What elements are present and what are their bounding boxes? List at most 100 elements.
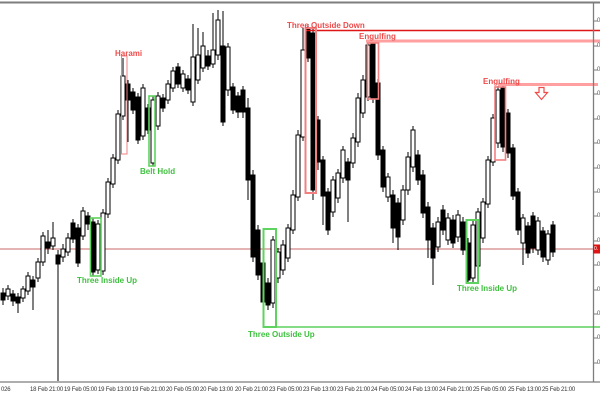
candle-body [440,209,446,231]
candle-body [470,224,476,279]
x-axis-label: 24 Feb 13:00 [405,387,438,393]
candle-body [345,161,351,181]
candle-body [165,83,171,101]
candle-body [40,235,46,263]
candle-body [420,174,426,214]
candle-body [300,49,306,138]
candle-body [385,176,391,198]
sell-arrow-icon[interactable] [534,86,549,101]
pattern-label[interactable]: Engulfing [359,32,396,41]
candle-body [405,156,411,191]
candle-body [235,95,241,113]
candle-body [515,191,521,231]
pattern-label[interactable]: Three Inside Up [457,284,518,293]
pattern-label[interactable]: Three Outside Up [248,330,315,339]
y-axis-label: 0. [597,262,600,268]
pattern-box[interactable] [148,95,156,167]
candle-body [220,45,226,123]
pattern-box[interactable] [262,228,277,328]
candle-body [435,221,441,248]
pattern-box[interactable] [465,219,479,284]
candle-body [355,97,361,143]
y-axis-label: 0. [597,213,600,219]
x-axis-label: 24 Feb 05:00 [371,387,404,393]
candle-body [360,79,366,114]
candle-body [290,194,296,231]
y-axis-label: 0. [597,91,600,97]
y-axis-label: 0. [597,311,600,317]
candle-body [480,201,486,239]
candle-body [430,227,436,259]
candle-body [135,96,141,141]
candle-body [525,225,531,254]
candle-body [335,172,341,199]
candle-body [245,107,251,181]
candle-body [130,91,136,111]
candle-body [50,237,56,247]
pattern-box[interactable] [494,86,507,161]
candle-body [380,149,386,188]
y-axis-label: 0. [597,116,600,122]
candle-body [285,227,291,259]
candle-body [265,282,271,306]
candle-body [180,73,186,89]
pattern-label[interactable]: Three Inside Up [77,276,138,285]
candle-body [115,113,121,161]
candle-body [185,78,191,91]
candle-body [225,46,231,91]
pattern-label[interactable]: Three Outside Down [287,21,365,30]
candle-body [535,220,541,251]
candle-body [485,159,491,205]
y-axis-label: 0. [597,140,600,146]
candle-body [410,129,416,168]
y-axis-label: 0. [597,165,600,171]
candle-body [45,241,51,249]
x-axis-label: 18 Feb 21:00 [30,387,63,393]
candle-body [5,288,11,297]
candle-body [125,83,131,101]
candle-body [310,32,316,191]
candle-body [390,194,396,229]
pattern-box[interactable] [121,55,128,155]
candle-body [25,275,31,292]
pattern-label[interactable]: Belt Hold [140,167,176,176]
pattern-label[interactable]: Harami [115,49,143,58]
x-axis-label: 23 Feb 21:00 [337,387,370,393]
candle-body [190,56,196,103]
candle-body [280,244,286,271]
candle-body [15,296,21,304]
candle-body [495,89,501,144]
candle-body [510,147,516,197]
pattern-box[interactable] [304,27,317,194]
x-axis-label: 20 Feb 21:00 [235,387,268,393]
candle-body [270,239,276,304]
pattern-label[interactable]: Engulfing [483,77,520,86]
candle-body [520,217,526,244]
pattern-box[interactable] [366,42,380,100]
x-axis-label: 19 Feb 21:00 [132,387,165,393]
candle-body [85,215,91,225]
candle-body [215,19,221,56]
candle-body [200,45,206,69]
candle-body [325,191,331,231]
price-marker[interactable] [593,244,600,254]
x-axis-label: 25 Feb 05:00 [473,387,506,393]
candle-body [70,222,76,240]
candle-body [460,221,466,251]
candle-body [450,219,456,244]
candle-body [35,261,41,279]
candle-body [255,229,261,276]
candle-body [395,202,401,238]
candle-body [425,206,431,241]
y-axis-label: 0. [597,189,600,195]
x-axis-label: 20 Feb 05:00 [166,387,199,393]
x-axis-label: 23 Feb 05:00 [269,387,302,393]
pattern-box[interactable] [89,217,102,277]
candle-body [55,254,61,265]
candle-body [545,233,551,261]
candle-body [155,95,161,127]
candle-body [80,210,86,237]
x-axis-label: 25 Feb 21:00 [542,387,575,393]
x-axis-label: 19 Feb 13:00 [98,387,131,393]
